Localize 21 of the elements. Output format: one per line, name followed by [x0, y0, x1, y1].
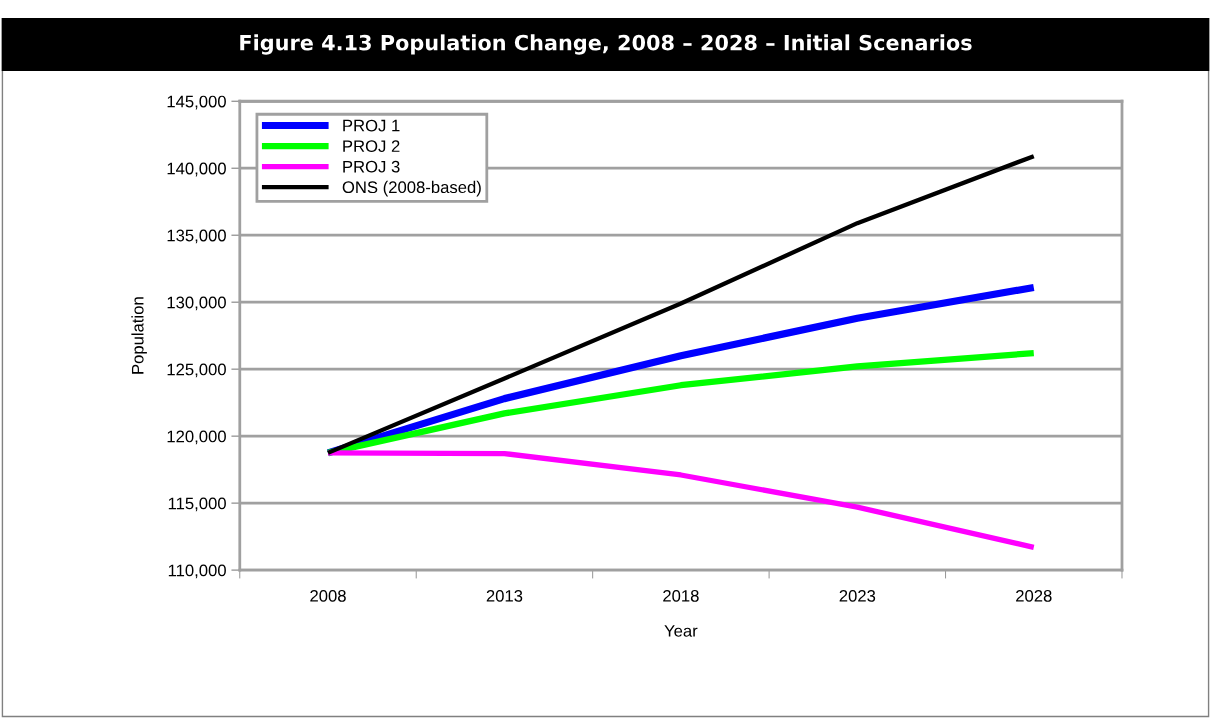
- y-tick-label: 140,000: [167, 162, 226, 177]
- line-series: [325, 154, 1036, 456]
- x-tick-label: 2013: [486, 589, 523, 602]
- y-tick-label: 130,000: [167, 296, 226, 311]
- chart-title: Figure 4.13 Population Change, 2008 – 2028 – Initial Scenarios: [240, 34, 972, 55]
- legend-label: PROJ 3: [343, 160, 400, 173]
- y-tick-label: 115,000: [168, 497, 226, 512]
- x-axis-title: Year: [664, 625, 698, 637]
- x-tick-label: 2023: [839, 589, 876, 602]
- y-axis-title: Population: [131, 297, 147, 374]
- legend-label: PROJ 1: [343, 119, 400, 132]
- y-tick-label: 120,000: [167, 430, 226, 445]
- y-tick-label: 145,000: [167, 95, 226, 110]
- x-tick-label: 2028: [1016, 589, 1052, 602]
- x-tick-label: 2008: [310, 589, 346, 602]
- y-tick-label: 110,000: [168, 564, 226, 579]
- y-tick-label: 125,000: [167, 363, 226, 378]
- legend-label: PROJ 2: [343, 140, 400, 153]
- y-tick-label: 135,000: [167, 229, 226, 244]
- legend-label: ONS (2008-based): [342, 180, 481, 197]
- x-tick-label: 2018: [663, 589, 699, 602]
